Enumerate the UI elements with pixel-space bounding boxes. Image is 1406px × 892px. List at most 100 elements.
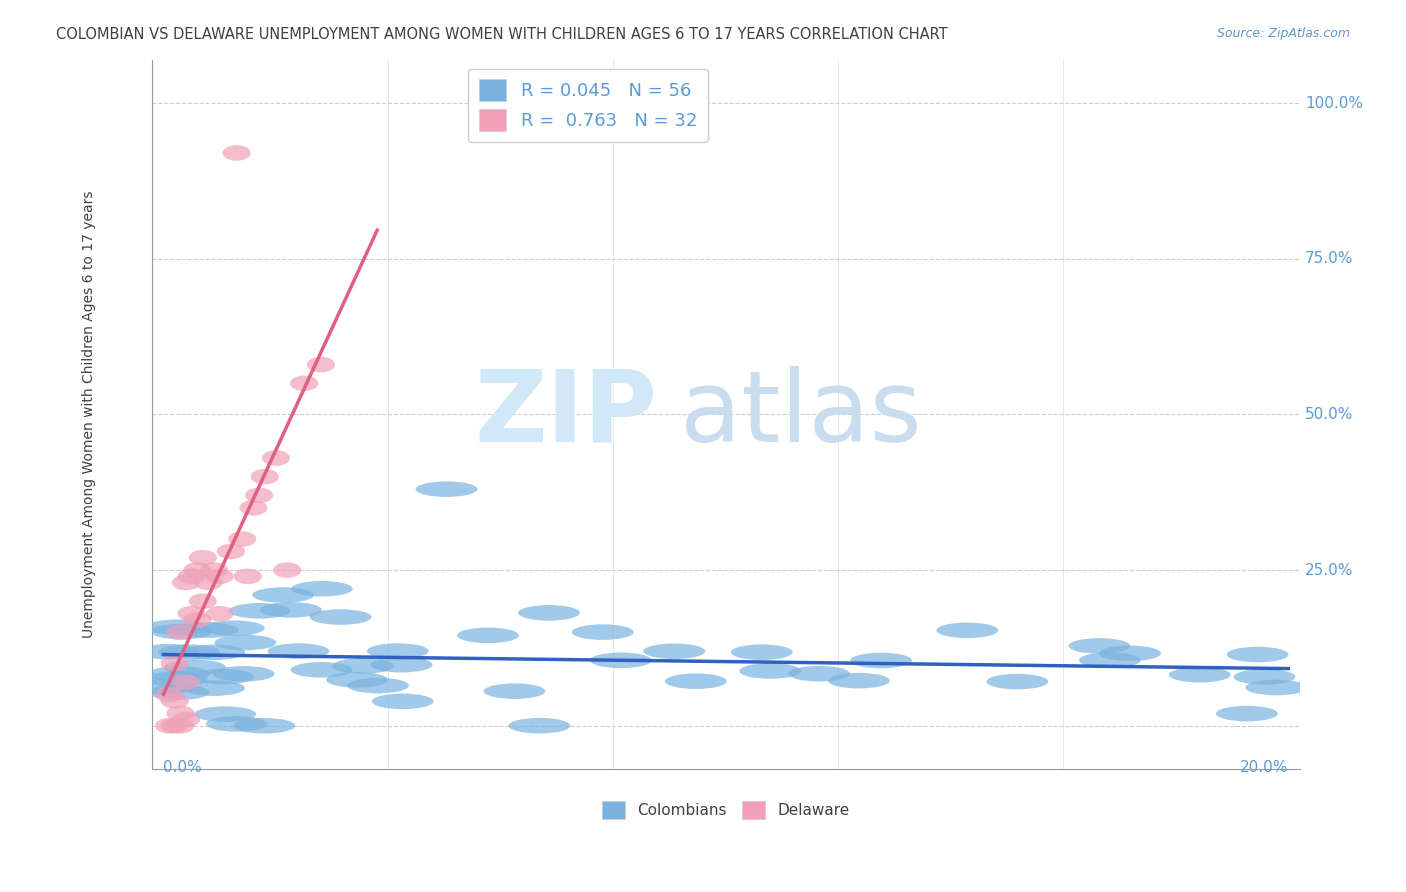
Ellipse shape (172, 674, 200, 690)
Text: 75.0%: 75.0% (1305, 252, 1354, 267)
Ellipse shape (987, 673, 1049, 690)
Ellipse shape (150, 624, 212, 640)
Ellipse shape (160, 718, 188, 733)
Ellipse shape (188, 549, 217, 566)
Ellipse shape (166, 718, 194, 733)
Ellipse shape (155, 687, 183, 702)
Ellipse shape (1069, 638, 1130, 654)
Ellipse shape (828, 673, 890, 689)
Ellipse shape (165, 660, 226, 675)
Ellipse shape (183, 681, 245, 696)
Ellipse shape (138, 644, 200, 659)
Ellipse shape (484, 683, 546, 699)
Ellipse shape (160, 693, 188, 708)
Ellipse shape (936, 623, 998, 638)
Ellipse shape (1099, 646, 1161, 661)
Ellipse shape (233, 718, 295, 733)
Ellipse shape (194, 706, 256, 722)
Text: atlas: atlas (681, 366, 921, 463)
Ellipse shape (194, 574, 222, 591)
Ellipse shape (1078, 652, 1140, 668)
Ellipse shape (217, 543, 245, 559)
Ellipse shape (371, 657, 433, 673)
Ellipse shape (326, 672, 388, 688)
Ellipse shape (367, 643, 429, 659)
Ellipse shape (291, 662, 353, 678)
Ellipse shape (245, 488, 273, 503)
Ellipse shape (457, 628, 519, 643)
Text: 0.0%: 0.0% (163, 760, 202, 775)
Ellipse shape (233, 568, 262, 584)
Ellipse shape (572, 624, 634, 640)
Ellipse shape (222, 145, 250, 161)
Ellipse shape (740, 664, 801, 679)
Ellipse shape (290, 376, 318, 391)
Ellipse shape (509, 718, 571, 733)
Ellipse shape (851, 653, 912, 668)
Ellipse shape (202, 621, 264, 636)
Ellipse shape (146, 619, 208, 635)
Ellipse shape (188, 593, 217, 609)
Ellipse shape (1226, 647, 1288, 663)
Ellipse shape (200, 562, 228, 578)
Ellipse shape (416, 482, 478, 497)
Ellipse shape (517, 605, 579, 621)
Ellipse shape (159, 644, 221, 660)
Ellipse shape (177, 623, 239, 638)
Ellipse shape (291, 581, 353, 597)
Ellipse shape (789, 666, 851, 681)
Ellipse shape (229, 603, 291, 618)
Text: 100.0%: 100.0% (1305, 95, 1364, 111)
Ellipse shape (347, 678, 409, 693)
Ellipse shape (371, 694, 433, 709)
Ellipse shape (183, 612, 211, 628)
Ellipse shape (332, 658, 394, 673)
Ellipse shape (1168, 667, 1230, 682)
Ellipse shape (205, 568, 233, 584)
Ellipse shape (214, 635, 276, 650)
Ellipse shape (1233, 669, 1295, 685)
Ellipse shape (177, 568, 205, 584)
Ellipse shape (205, 606, 233, 622)
Text: 20.0%: 20.0% (1240, 760, 1288, 775)
Ellipse shape (665, 673, 727, 689)
Ellipse shape (148, 666, 209, 681)
Ellipse shape (273, 562, 301, 578)
Text: 25.0%: 25.0% (1305, 563, 1354, 578)
Ellipse shape (212, 666, 274, 681)
Ellipse shape (252, 587, 314, 603)
Ellipse shape (166, 706, 194, 721)
Ellipse shape (644, 643, 706, 659)
Text: ZIP: ZIP (474, 366, 657, 463)
Text: Unemployment Among Women with Children Ages 6 to 17 years: Unemployment Among Women with Children A… (82, 191, 96, 638)
Ellipse shape (177, 606, 205, 622)
Ellipse shape (172, 574, 200, 591)
Ellipse shape (239, 500, 267, 516)
Ellipse shape (250, 469, 278, 484)
Ellipse shape (148, 684, 209, 700)
Ellipse shape (1246, 680, 1308, 695)
Ellipse shape (205, 716, 267, 731)
Text: Source: ZipAtlas.com: Source: ZipAtlas.com (1216, 27, 1350, 40)
Ellipse shape (155, 718, 183, 733)
Ellipse shape (183, 645, 245, 660)
Ellipse shape (1216, 706, 1278, 722)
Ellipse shape (160, 656, 188, 672)
Ellipse shape (228, 531, 256, 547)
Legend: Colombians, Delaware: Colombians, Delaware (596, 795, 856, 825)
Ellipse shape (183, 562, 211, 578)
Ellipse shape (146, 672, 208, 687)
Ellipse shape (731, 644, 793, 660)
Ellipse shape (591, 653, 652, 668)
Ellipse shape (267, 643, 329, 659)
Ellipse shape (166, 624, 194, 640)
Ellipse shape (309, 609, 371, 624)
Ellipse shape (172, 712, 200, 727)
Text: COLOMBIAN VS DELAWARE UNEMPLOYMENT AMONG WOMEN WITH CHILDREN AGES 6 TO 17 YEARS : COLOMBIAN VS DELAWARE UNEMPLOYMENT AMONG… (56, 27, 948, 42)
Ellipse shape (262, 450, 290, 466)
Ellipse shape (260, 602, 322, 617)
Text: 50.0%: 50.0% (1305, 407, 1354, 422)
Ellipse shape (307, 357, 335, 373)
Ellipse shape (135, 679, 197, 695)
Ellipse shape (193, 669, 254, 684)
